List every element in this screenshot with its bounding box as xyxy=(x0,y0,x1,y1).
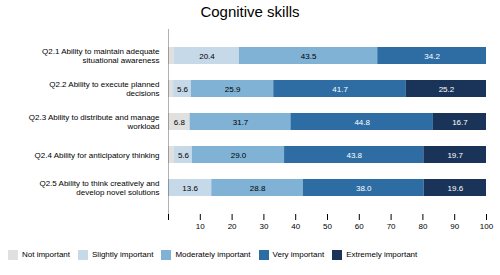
svg-text:41.7: 41.7 xyxy=(332,85,348,94)
html-text:Very important: Very important xyxy=(272,250,325,259)
svg-text:100: 100 xyxy=(480,222,494,231)
svg-text:50: 50 xyxy=(323,222,332,231)
svg-text:60: 60 xyxy=(355,222,364,231)
svg-text:16.7: 16.7 xyxy=(452,118,468,127)
svg-text:20.4: 20.4 xyxy=(199,52,215,61)
svg-text:29.0: 29.0 xyxy=(231,151,247,160)
svg-text:Q2.3 Ability to distribute and: Q2.3 Ability to distribute and managewor… xyxy=(29,113,160,131)
svg-text:43.5: 43.5 xyxy=(301,52,317,61)
svg-text:30: 30 xyxy=(259,222,268,231)
svg-text:25.2: 25.2 xyxy=(439,85,455,94)
svg-text:13.6: 13.6 xyxy=(182,184,198,193)
html-text:Moderately important: Moderately important xyxy=(175,250,251,259)
svg-text:Q2.4 Ability for anticipatory: Q2.4 Ability for anticipatory thinking xyxy=(35,151,160,160)
svg-text:5.6: 5.6 xyxy=(178,151,190,160)
svg-text:28.8: 28.8 xyxy=(250,184,266,193)
svg-text:44.8: 44.8 xyxy=(354,118,370,127)
svg-text:25.9: 25.9 xyxy=(225,85,241,94)
svg-text:20: 20 xyxy=(228,222,237,231)
svg-text:Q2.5 Ability to think creative: Q2.5 Ability to think creatively anddeve… xyxy=(39,179,159,197)
svg-text:40: 40 xyxy=(291,222,300,231)
svg-text:34.2: 34.2 xyxy=(424,52,440,61)
svg-text:Q2.2 Ability to execute planne: Q2.2 Ability to execute planneddecisions xyxy=(49,80,159,98)
svg-text:43.8: 43.8 xyxy=(346,151,362,160)
html-text:Extremely important: Extremely important xyxy=(346,250,418,259)
svg-text:90: 90 xyxy=(450,222,459,231)
html-text:Cognitive skills: Cognitive skills xyxy=(200,3,300,20)
svg-text:80: 80 xyxy=(418,222,427,231)
svg-text:10: 10 xyxy=(196,222,205,231)
svg-text:19.7: 19.7 xyxy=(447,151,463,160)
svg-text:38.0: 38.0 xyxy=(356,184,372,193)
svg-text:31.7: 31.7 xyxy=(233,118,249,127)
svg-text:6.8: 6.8 xyxy=(174,118,186,127)
html-text:Slightly important: Slightly important xyxy=(92,250,154,259)
svg-text:19.6: 19.6 xyxy=(448,184,464,193)
html-text:Not important: Not important xyxy=(22,250,70,259)
svg-text:5.6: 5.6 xyxy=(177,85,189,94)
svg-text:Q2.1 Ability to maintain adequ: Q2.1 Ability to maintain adequatesituati… xyxy=(42,47,160,65)
svg-text:70: 70 xyxy=(387,222,396,231)
